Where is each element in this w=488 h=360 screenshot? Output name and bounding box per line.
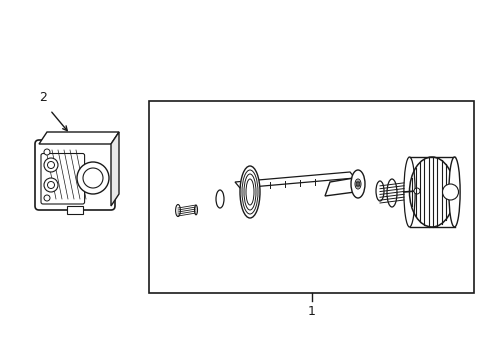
- Ellipse shape: [175, 204, 180, 216]
- Circle shape: [44, 158, 58, 172]
- Circle shape: [44, 178, 58, 192]
- FancyBboxPatch shape: [41, 153, 84, 204]
- Ellipse shape: [356, 183, 358, 185]
- Ellipse shape: [354, 179, 360, 189]
- Polygon shape: [39, 132, 119, 144]
- Circle shape: [83, 168, 103, 188]
- Polygon shape: [67, 206, 83, 214]
- Ellipse shape: [355, 181, 359, 187]
- Ellipse shape: [194, 205, 197, 215]
- Circle shape: [47, 181, 54, 189]
- Ellipse shape: [386, 179, 396, 207]
- Polygon shape: [325, 177, 359, 196]
- Ellipse shape: [240, 166, 260, 218]
- Bar: [149, 101, 473, 293]
- FancyBboxPatch shape: [35, 140, 115, 210]
- Polygon shape: [235, 172, 354, 188]
- Ellipse shape: [216, 190, 224, 208]
- Ellipse shape: [350, 170, 364, 198]
- Ellipse shape: [375, 181, 383, 201]
- Ellipse shape: [245, 179, 253, 205]
- Ellipse shape: [244, 174, 256, 210]
- Polygon shape: [111, 132, 119, 206]
- Ellipse shape: [242, 170, 258, 214]
- Ellipse shape: [403, 157, 414, 227]
- Text: 1: 1: [307, 305, 315, 318]
- Circle shape: [44, 149, 50, 155]
- Circle shape: [77, 162, 109, 194]
- Circle shape: [44, 195, 50, 201]
- Text: 2: 2: [39, 91, 47, 104]
- Circle shape: [442, 184, 458, 200]
- Circle shape: [47, 162, 54, 168]
- Circle shape: [413, 188, 419, 194]
- Ellipse shape: [448, 157, 459, 227]
